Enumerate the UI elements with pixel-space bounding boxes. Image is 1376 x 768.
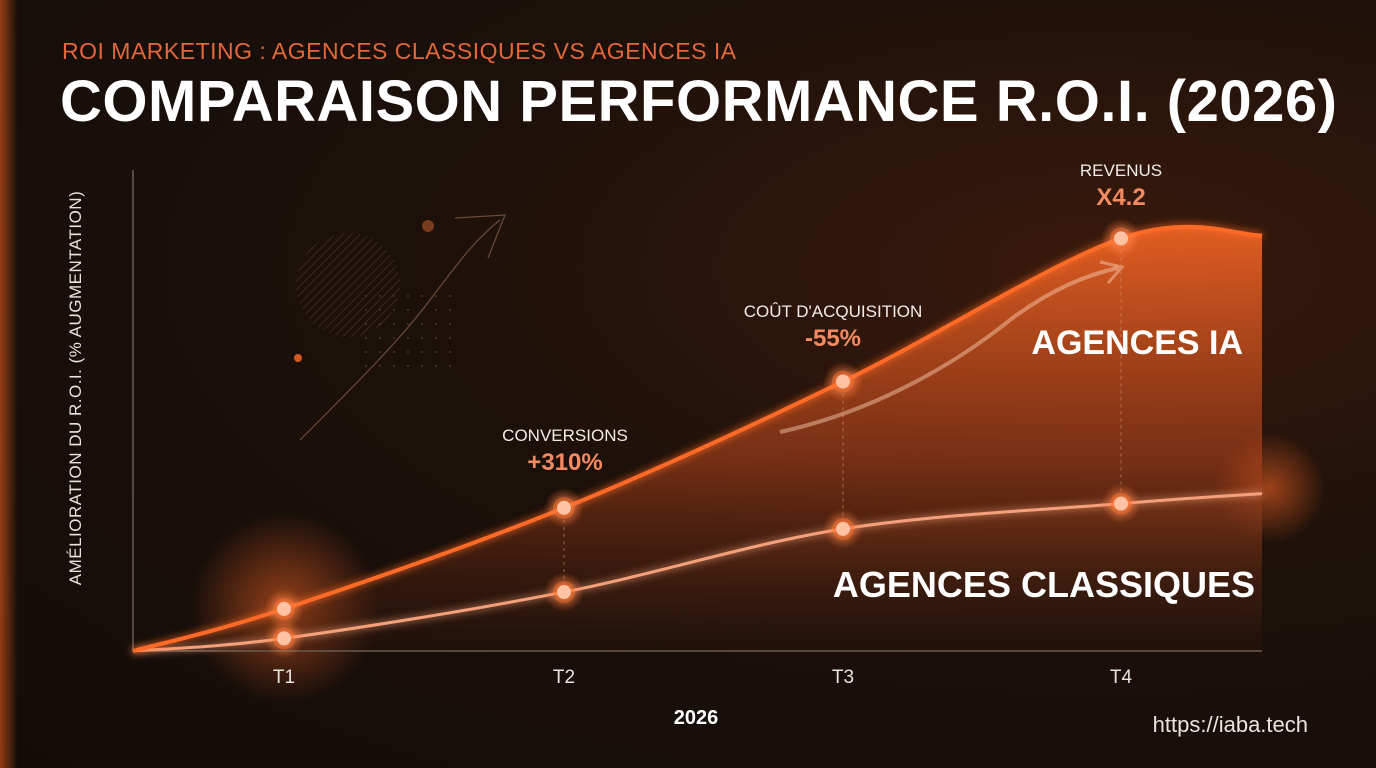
series-label-agences-classiques: AGENCES CLASSIQUES [833,564,1255,605]
decorative-graphic [294,215,505,440]
x-tick-label: T4 [1110,667,1133,688]
data-point-agences-ia-t2 [544,488,584,528]
annotation-value: -55% [805,325,861,352]
annotation-value: X4.2 [1096,184,1145,211]
annotation-label: CONVERSIONS [502,426,628,445]
footer-url: https://iaba.tech [1153,712,1308,738]
x-tick-label: T3 [832,667,854,688]
x-axis-label: 2026 [674,707,719,729]
data-point-agences-classiques-t2 [544,572,584,612]
annotation-value: +310% [527,449,602,476]
data-point-agences-ia-t1 [264,589,304,629]
data-point-agences-ia-t4 [1101,218,1141,258]
data-point-agences-classiques-t4 [1101,484,1141,524]
annotation-label: REVENUS [1080,161,1162,180]
x-tick-label: T1 [273,667,295,688]
series-label-agences-ia: AGENCES IA [1031,324,1243,362]
data-point-agences-ia-t3 [823,362,863,402]
x-tick-label: T2 [553,667,575,688]
annotation-label: COÛT D'ACQUISITION [744,302,923,321]
y-axis-label: AMÉLIORATION DU R.O.I. (% AUGMENTATION) [66,191,85,585]
data-point-agences-classiques-t3 [823,509,863,549]
